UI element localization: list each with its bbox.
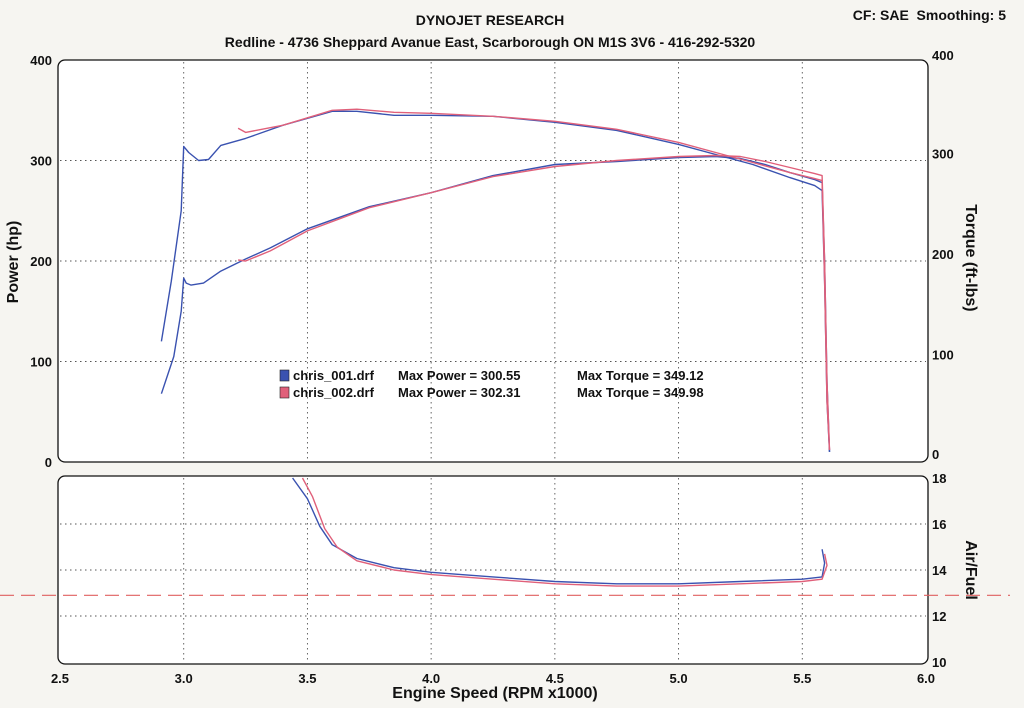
power-tick-label: 100 — [30, 355, 52, 370]
power-torque-curves — [160, 108, 831, 452]
torque-tick-label: 0 — [932, 447, 939, 462]
power-tick-label: 200 — [30, 254, 52, 269]
legend-power-run1: Max Power = 300.55 — [398, 368, 521, 383]
air-fuel-tick-label: 14 — [932, 563, 947, 578]
air-fuel-curve-run2 — [301, 477, 828, 587]
torque-curve-run2 — [237, 108, 831, 450]
power-tick-labels: 0 100 200 300 400 — [30, 53, 52, 470]
air-fuel-curves — [0, 477, 1010, 596]
air-fuel-tick-label: 18 — [932, 471, 946, 486]
air-fuel-curve-run1 — [292, 477, 826, 585]
air-fuel-tick-label: 10 — [932, 655, 946, 670]
legend-swatch-run1 — [279, 369, 290, 382]
legend: chris_001.drf Max Power = 300.55 Max Tor… — [279, 368, 704, 400]
chart-settings: CF: SAE Smoothing: 5 — [853, 7, 1006, 23]
x-tick-label: 2.5 — [51, 671, 69, 686]
x-tick-label: 3.5 — [298, 671, 316, 686]
legend-file-run2: chris_002.drf — [293, 385, 375, 400]
power-axis-label: Power (hp) — [5, 221, 22, 304]
legend-torque-run2: Max Torque = 349.98 — [577, 385, 704, 400]
air-fuel-tick-label: 12 — [932, 609, 946, 624]
air-fuel-panel — [57, 475, 929, 665]
torque-tick-label: 400 — [932, 48, 954, 63]
chart-title: DYNOJET RESEARCH — [416, 12, 565, 28]
legend-power-run2: Max Power = 302.31 — [398, 385, 521, 400]
air-fuel-frame — [57, 475, 929, 665]
torque-tick-label: 100 — [932, 348, 954, 363]
x-tick-label: 4.0 — [422, 671, 440, 686]
power-tick-label: 0 — [45, 455, 52, 470]
power-tick-label: 300 — [30, 154, 52, 169]
power-torque-frame — [57, 59, 929, 463]
x-tick-label: 5.5 — [793, 671, 811, 686]
torque-tick-label: 200 — [932, 247, 954, 262]
legend-swatch-run2 — [279, 386, 290, 399]
torque-tick-labels: 0 100 200 300 400 — [932, 48, 954, 462]
torque-axis-label: Torque (ft-lbs) — [962, 204, 979, 311]
x-tick-label: 4.5 — [546, 671, 564, 686]
x-tick-label: 6.0 — [917, 671, 935, 686]
power-torque-panel — [57, 59, 929, 463]
air-fuel-tick-labels: 10 12 14 16 18 — [932, 471, 947, 670]
air-fuel-axis-label: Air/Fuel — [962, 540, 979, 600]
legend-file-run1: chris_001.drf — [293, 368, 375, 383]
air-fuel-tick-label: 16 — [932, 517, 946, 532]
air-fuel-grid — [60, 478, 926, 662]
torque-tick-label: 300 — [932, 147, 954, 162]
x-axis-label: Engine Speed (RPM x1000) — [392, 685, 597, 702]
power-tick-label: 400 — [30, 53, 52, 68]
x-tick-label: 5.0 — [670, 671, 688, 686]
legend-torque-run1: Max Torque = 349.12 — [577, 368, 704, 383]
power-curve-run2 — [238, 154, 831, 450]
x-tick-labels: 2.5 3.0 3.5 4.0 4.5 5.0 5.5 6.0 — [51, 671, 935, 686]
x-tick-label: 3.0 — [175, 671, 193, 686]
power-torque-grid — [60, 62, 926, 460]
torque-curve-run1 — [160, 110, 831, 452]
chart-subtitle: Redline - 4736 Sheppard Avanue East, Sca… — [225, 34, 756, 50]
